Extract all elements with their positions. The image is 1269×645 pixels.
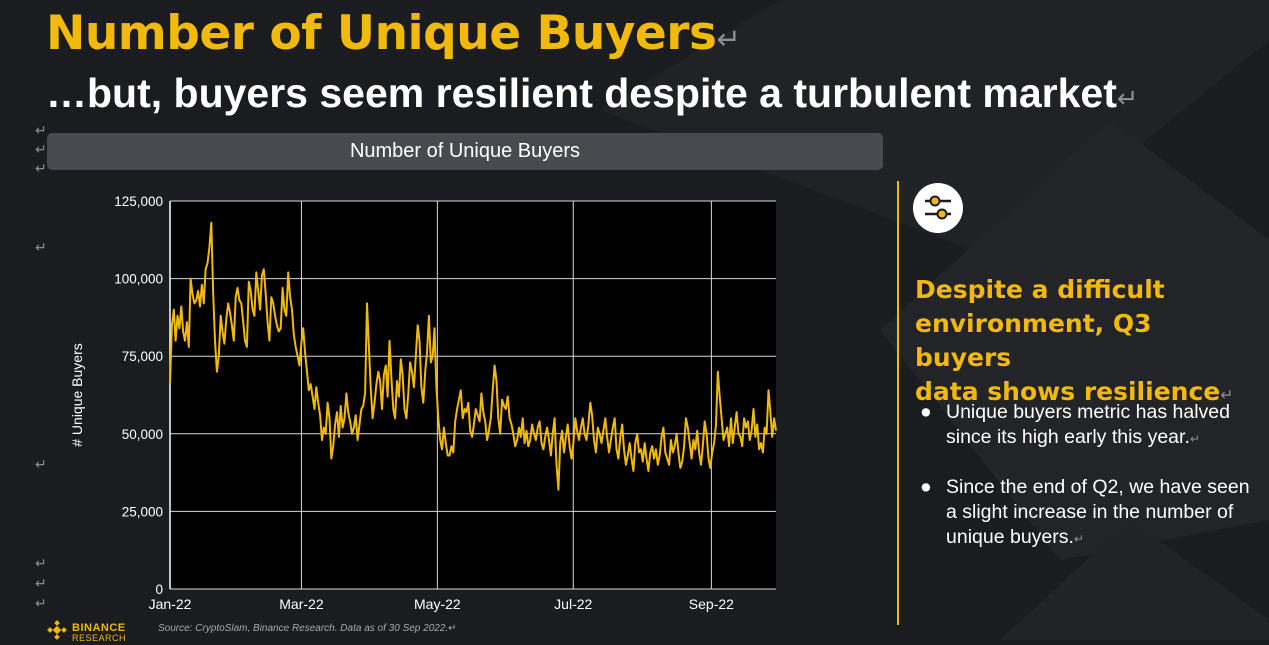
bullet-item: ● Since the end of Q2, we have seen a sli… (920, 476, 1250, 548)
binance-logo: BINANCE RESEARCH (46, 620, 138, 643)
unique-buyers-line-chart: 0 25,000 50,000 75,000 100,000 125,000 Jan-22 M… (69, 194, 777, 612)
source-note: Source: CryptoSlam, Binance Research. Da… (158, 623, 457, 634)
y-tick-label: 125,000 (114, 194, 163, 209)
y-tick-label: 25,000 (122, 504, 163, 519)
y-tick-label: 100,000 (114, 272, 163, 287)
plot-area (170, 201, 776, 589)
x-tick-label: Sep-22 (689, 596, 734, 612)
slide-subtitle: …but, buyers seem resilient despite a tu… (46, 70, 1139, 116)
y-axis-label: # Unique Buyers (69, 343, 85, 447)
series-line-unique-buyers (169, 221, 777, 491)
binance-diamond-icon (47, 620, 67, 640)
y-tick-label: 0 (155, 582, 163, 597)
slide-title: Number of Unique Buyers↵ (46, 6, 741, 61)
sliders-icon (913, 183, 963, 233)
bullet-item: ● Unique buyers metric has halved since i… (920, 401, 1230, 448)
x-tick-label: Jan-22 (149, 596, 192, 612)
sidebar-bullets: ● Unique buyers metric has halved since i… (918, 400, 1258, 575)
chart-title: Number of Unique Buyers (47, 133, 883, 170)
y-tick-label: 50,000 (122, 427, 163, 442)
x-tick-label: Jul-22 (554, 596, 592, 612)
x-tick-label: Mar-22 (279, 596, 324, 612)
x-tick-label: May-22 (414, 596, 461, 612)
vertical-divider (897, 181, 899, 625)
sidebar-heading: Despite a difficult environment, Q3 buye… (915, 275, 1234, 406)
y-tick-label: 75,000 (122, 349, 163, 364)
